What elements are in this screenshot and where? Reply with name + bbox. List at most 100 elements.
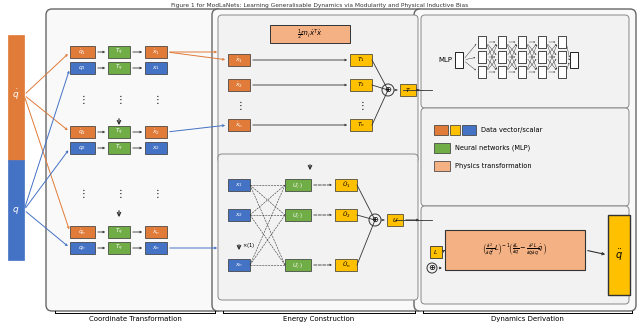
Bar xyxy=(608,215,630,295)
Bar xyxy=(498,66,506,78)
Bar xyxy=(538,51,546,63)
Text: $\hat{U}_2$: $\hat{U}_2$ xyxy=(342,210,350,220)
Bar xyxy=(478,66,486,78)
Bar xyxy=(145,126,167,138)
Bar xyxy=(335,259,357,271)
Text: $\oplus$: $\oplus$ xyxy=(428,263,436,273)
Text: $\dot{x}_1$: $\dot{x}_1$ xyxy=(235,55,243,65)
Text: $T_n$: $T_n$ xyxy=(357,121,365,130)
FancyBboxPatch shape xyxy=(46,9,223,311)
Text: $\dot{x}_2$: $\dot{x}_2$ xyxy=(235,80,243,90)
Bar xyxy=(434,143,450,153)
Bar xyxy=(70,226,95,238)
Bar xyxy=(478,51,486,63)
Text: $\dot{x}_n$: $\dot{x}_n$ xyxy=(235,120,243,130)
Bar xyxy=(558,51,566,63)
Bar xyxy=(285,259,311,271)
Bar xyxy=(335,209,357,221)
FancyBboxPatch shape xyxy=(218,154,418,300)
Bar xyxy=(70,142,95,154)
Bar xyxy=(70,46,95,58)
Text: $\vdots$: $\vdots$ xyxy=(78,187,86,199)
Text: $\dot{x}_n$: $\dot{x}_n$ xyxy=(152,227,160,237)
Bar xyxy=(108,46,130,58)
Bar xyxy=(145,142,167,154)
Text: $\left(\frac{\partial^2}{\partial\dot{q}^2}L\right)^{\!-1}\!\left(\frac{\partial: $\left(\frac{\partial^2}{\partial\dot{q}… xyxy=(483,241,548,259)
Bar xyxy=(455,52,463,68)
Text: $\vdots$: $\vdots$ xyxy=(236,98,243,112)
Bar xyxy=(228,119,250,131)
Text: MLP: MLP xyxy=(438,57,452,63)
Bar xyxy=(228,259,250,271)
Text: $\hat{U}_n$: $\hat{U}_n$ xyxy=(342,260,350,270)
Bar xyxy=(450,125,460,135)
Bar xyxy=(228,54,250,66)
Bar xyxy=(558,36,566,48)
Text: $q_n$: $q_n$ xyxy=(78,244,86,252)
Bar xyxy=(518,36,526,48)
Text: $\dot{x}_2$: $\dot{x}_2$ xyxy=(152,127,160,137)
Text: $\vdots$: $\vdots$ xyxy=(78,93,86,107)
Bar xyxy=(270,25,350,43)
Bar xyxy=(108,226,130,238)
FancyBboxPatch shape xyxy=(421,15,629,108)
Bar xyxy=(430,246,442,258)
Bar xyxy=(538,66,546,78)
Text: $U(\cdot)$: $U(\cdot)$ xyxy=(292,260,303,270)
Bar xyxy=(558,66,566,78)
Text: $x_n$: $x_n$ xyxy=(235,261,243,269)
Bar xyxy=(285,209,311,221)
Bar xyxy=(145,62,167,74)
Text: $T_{\dot{q}}$: $T_{\dot{q}}$ xyxy=(115,127,123,137)
Text: $\oplus$: $\oplus$ xyxy=(371,215,379,224)
Bar xyxy=(498,36,506,48)
Bar xyxy=(145,46,167,58)
Text: Dynamics Derivation: Dynamics Derivation xyxy=(491,316,564,322)
Text: $x_1$: $x_1$ xyxy=(152,64,160,72)
Bar xyxy=(335,179,357,191)
Text: $\times(1)$: $\times(1)$ xyxy=(243,241,256,251)
Text: $q$: $q$ xyxy=(12,204,20,215)
Text: $\dot{x}_1$: $\dot{x}_1$ xyxy=(152,47,160,57)
Bar xyxy=(350,119,372,131)
Bar xyxy=(570,52,578,68)
Bar xyxy=(434,161,450,171)
Text: $\ddot{q}$: $\ddot{q}$ xyxy=(615,247,623,262)
Text: $\dot{q}_n$: $\dot{q}_n$ xyxy=(78,227,86,237)
Bar xyxy=(108,126,130,138)
Text: $\oplus$: $\oplus$ xyxy=(384,86,392,94)
Text: $x_2$: $x_2$ xyxy=(152,144,160,152)
Text: $\hat{U}_1$: $\hat{U}_1$ xyxy=(342,180,350,190)
Bar xyxy=(518,66,526,78)
Bar xyxy=(8,35,24,160)
Bar xyxy=(70,126,95,138)
Bar xyxy=(350,79,372,91)
Text: $\vdots$: $\vdots$ xyxy=(115,187,123,199)
Text: $\dot{q}_2$: $\dot{q}_2$ xyxy=(78,127,86,137)
Text: $T_{q}$: $T_{q}$ xyxy=(115,63,123,73)
Text: Data vector/scalar: Data vector/scalar xyxy=(481,127,542,133)
Text: $T_{\dot{q}}$: $T_{\dot{q}}$ xyxy=(115,47,123,57)
Text: $T_1$: $T_1$ xyxy=(357,55,365,64)
Bar xyxy=(228,209,250,221)
Text: $x_n$: $x_n$ xyxy=(152,244,160,252)
Text: $x_1$: $x_1$ xyxy=(235,181,243,189)
Text: $T$: $T$ xyxy=(405,86,411,94)
Text: $T_{\dot{q}}$: $T_{\dot{q}}$ xyxy=(115,227,123,237)
Bar xyxy=(70,62,95,74)
FancyBboxPatch shape xyxy=(218,15,418,163)
Bar xyxy=(108,142,130,154)
FancyBboxPatch shape xyxy=(421,206,629,304)
Bar xyxy=(108,62,130,74)
Text: $T_2$: $T_2$ xyxy=(357,81,365,90)
Text: $T_{q}$: $T_{q}$ xyxy=(115,143,123,153)
Bar xyxy=(518,51,526,63)
Bar xyxy=(285,179,311,191)
Text: $q_2$: $q_2$ xyxy=(78,144,86,152)
FancyBboxPatch shape xyxy=(414,9,636,311)
Text: $\vdots$: $\vdots$ xyxy=(152,93,160,107)
Text: $U$: $U$ xyxy=(392,216,398,224)
Text: $L$: $L$ xyxy=(433,248,438,256)
Bar xyxy=(498,51,506,63)
Bar xyxy=(70,242,95,254)
